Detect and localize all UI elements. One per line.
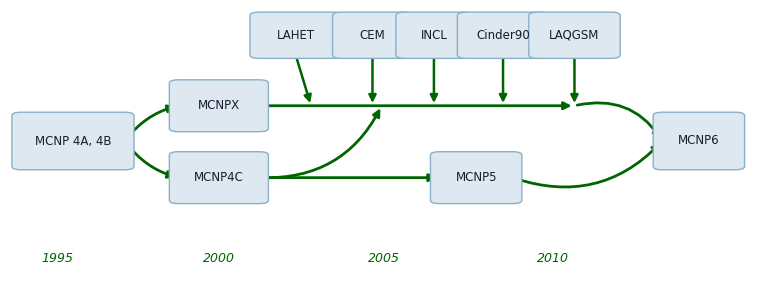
Text: INCL: INCL: [421, 29, 447, 42]
Text: Cinder90: Cinder90: [476, 29, 530, 42]
FancyBboxPatch shape: [528, 12, 620, 58]
Text: LAHET: LAHET: [276, 29, 315, 42]
Text: MCNP4C: MCNP4C: [194, 171, 243, 184]
Text: CEM: CEM: [359, 29, 386, 42]
FancyBboxPatch shape: [430, 152, 522, 204]
Text: 1995: 1995: [41, 252, 74, 265]
Text: MCNP5: MCNP5: [455, 171, 497, 184]
Text: 2005: 2005: [368, 252, 400, 265]
FancyBboxPatch shape: [12, 112, 134, 170]
FancyBboxPatch shape: [458, 12, 548, 58]
Text: 2000: 2000: [203, 252, 235, 265]
Text: 2010: 2010: [537, 252, 569, 265]
Text: MCNPX: MCNPX: [198, 99, 240, 112]
Text: LAQGSM: LAQGSM: [549, 29, 600, 42]
Text: MCNP6: MCNP6: [678, 135, 720, 147]
FancyBboxPatch shape: [169, 152, 269, 204]
FancyBboxPatch shape: [653, 112, 745, 170]
FancyBboxPatch shape: [396, 12, 472, 58]
Text: MCNP 4A, 4B: MCNP 4A, 4B: [35, 135, 111, 147]
FancyBboxPatch shape: [250, 12, 341, 58]
FancyBboxPatch shape: [333, 12, 412, 58]
FancyBboxPatch shape: [169, 80, 269, 132]
